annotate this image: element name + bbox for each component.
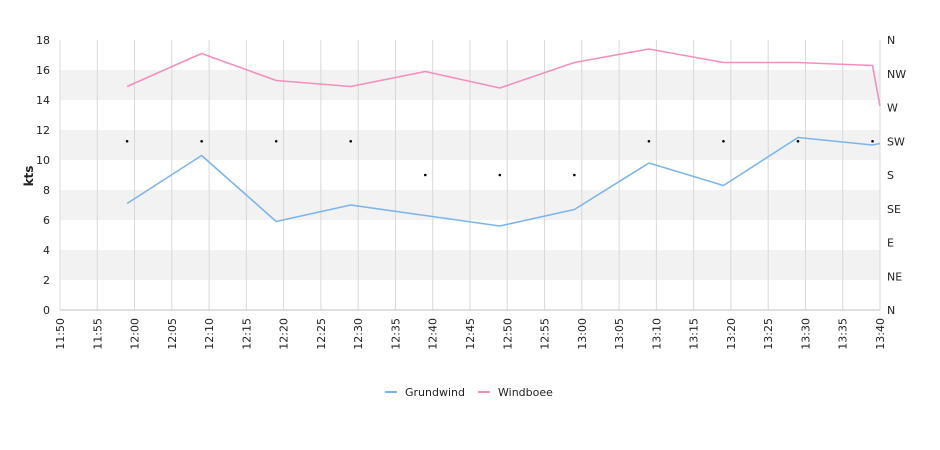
x-tick-label: 13:10	[650, 318, 663, 350]
direction-tick-label: E	[887, 237, 894, 250]
y-tick-label: 14	[36, 94, 50, 107]
direction-point	[349, 139, 353, 143]
direction-point	[573, 173, 576, 177]
y-tick-label: 12	[36, 124, 50, 137]
direction-points	[125, 139, 874, 177]
x-tick-label: 12:10	[203, 318, 216, 350]
y-axis-ticks: 0 2 4 6 8 10 12 14 16 18	[36, 34, 50, 317]
x-tick-label: 13:30	[799, 318, 812, 350]
direction-tick-label: W	[887, 102, 898, 115]
legend-label[interactable]: Windboee	[498, 386, 553, 399]
x-tick-label: 13:35	[837, 318, 850, 350]
legend: Grundwind Windboee	[385, 386, 553, 399]
direction-point	[498, 173, 502, 177]
direction-tick-label: SE	[887, 203, 901, 216]
direction-point	[647, 139, 651, 143]
series-layer	[126, 48, 881, 227]
direction-tick-label: NW	[887, 68, 906, 81]
direction-tick-label: N	[887, 34, 895, 47]
x-tick-label: 12:45	[464, 318, 477, 350]
x-tick-label: 13:05	[613, 318, 626, 350]
x-tick-label: 12:50	[501, 318, 514, 350]
direction-point	[722, 139, 725, 143]
y-tick-label: 16	[36, 64, 50, 77]
y-tick-label: 2	[43, 274, 50, 287]
direction-tick-label: NE	[887, 270, 902, 283]
x-tick-label: 11:55	[91, 318, 104, 350]
legend-label[interactable]: Grundwind	[405, 386, 465, 399]
y-tick-label: 10	[36, 154, 50, 167]
x-tick-label: 13:00	[576, 318, 589, 350]
x-tick-label: 12:00	[129, 318, 142, 350]
y-tick-label: 0	[43, 304, 50, 317]
direction-point	[871, 139, 874, 143]
direction-point	[200, 139, 203, 143]
series-line-grundwind	[126, 136, 881, 227]
direction-point	[125, 139, 129, 143]
x-axis-ticks: 11:50 11:55 12:00 12:05 12:10 12:15 12:20 12:25…	[54, 318, 887, 350]
direction-point	[423, 173, 427, 177]
y-tick-label: 6	[43, 214, 50, 227]
direction-point	[274, 139, 278, 143]
x-tick-label: 12:35	[389, 318, 402, 350]
y-tick-label: 4	[43, 244, 50, 257]
direction-tick-label: S	[887, 169, 894, 182]
series-line-windboee	[126, 48, 881, 107]
direction-tick-label: N	[887, 304, 895, 317]
direction-point	[796, 139, 800, 143]
x-tick-label: 13:20	[725, 318, 738, 350]
x-tick-label: 12:05	[166, 318, 179, 350]
direction-tick-label: SW	[887, 135, 905, 148]
vertical-gridlines	[59, 40, 881, 310]
x-tick-label: 12:20	[278, 318, 291, 350]
x-tick-label: 12:25	[315, 318, 328, 350]
y-axis-label: kts	[22, 166, 36, 187]
direction-axis-ticks: N NW W SW S SE E NE N	[887, 34, 906, 317]
x-tick-label: 11:50	[54, 318, 67, 350]
x-tick-label: 12:55	[539, 318, 552, 350]
y-tick-label: 8	[43, 184, 50, 197]
x-tick-label: 12:15	[240, 318, 253, 350]
x-tick-label: 13:15	[688, 318, 701, 350]
y-tick-label: 18	[36, 34, 50, 47]
x-tick-label: 13:25	[762, 318, 775, 350]
x-tick-label: 12:30	[352, 318, 365, 350]
x-tick-label: 13:40	[874, 318, 887, 350]
x-tick-label: 12:40	[427, 318, 440, 350]
